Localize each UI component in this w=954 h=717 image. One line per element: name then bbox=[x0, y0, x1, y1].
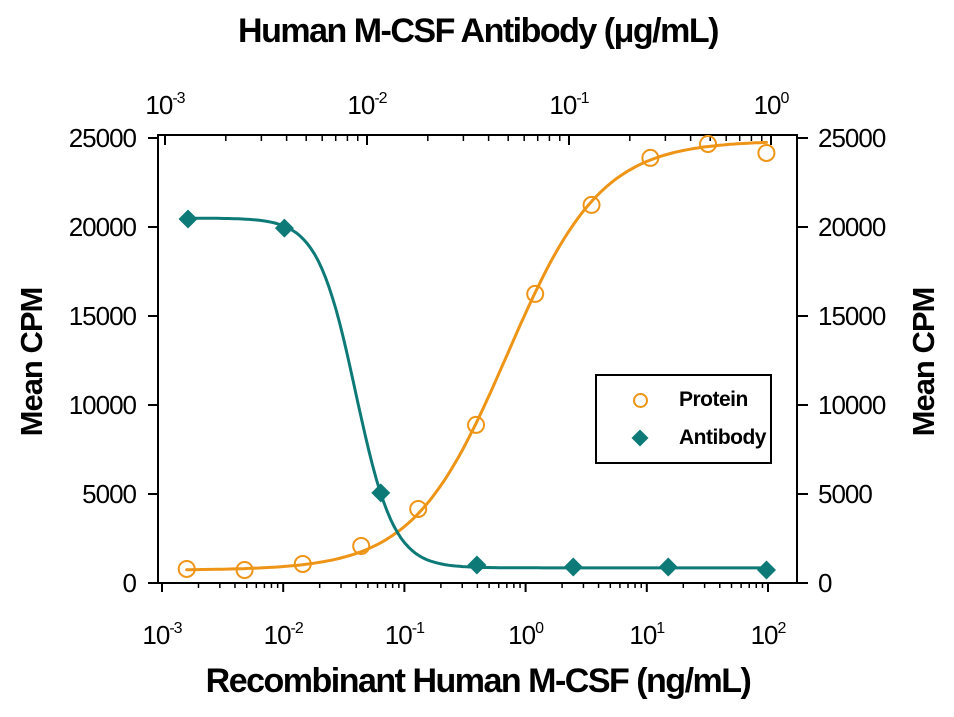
curves bbox=[185, 140, 768, 572]
protein-data-point bbox=[409, 499, 428, 518]
top-axis-tick-label: 100 bbox=[754, 90, 790, 120]
right-axis-tick-label: 20000 bbox=[818, 212, 886, 242]
antibody-data-points bbox=[178, 209, 777, 580]
right-axis-tick-label: 5000 bbox=[818, 479, 872, 509]
antibody-data-point bbox=[274, 218, 294, 238]
protein-data-point bbox=[757, 143, 776, 162]
protein-data-point bbox=[293, 554, 312, 573]
left-axis-ticks bbox=[148, 137, 158, 584]
right-axis-tick-labels: 0 5000 10000 15000 20000 25000 bbox=[818, 123, 887, 598]
legend-label-antibody: Antibody bbox=[679, 425, 766, 449]
protein-data-point bbox=[641, 148, 660, 167]
antibody-data-point bbox=[371, 483, 391, 503]
antibody-data-point bbox=[757, 560, 777, 580]
right-axis-tick-label: 10000 bbox=[818, 390, 886, 420]
bottom-axis-tick-label: 10-3 bbox=[142, 620, 182, 650]
bottom-axis-tick-label: 101 bbox=[629, 620, 665, 650]
left-axis-tick-label: 5000 bbox=[82, 479, 136, 509]
legend-item-protein: Protein bbox=[597, 387, 770, 413]
right-axis-tick-label: 15000 bbox=[818, 301, 886, 331]
left-axis-tick-labels: 0 5000 10000 15000 20000 25000 bbox=[69, 123, 138, 598]
antibody-data-point bbox=[563, 557, 583, 577]
filled-diamond-icon bbox=[631, 429, 649, 447]
top-axis-title: Human M-CSF Antibody (μg/mL) bbox=[238, 12, 719, 50]
bottom-axis-tick-label: 102 bbox=[751, 620, 787, 650]
top-axis-tick-label: 10-1 bbox=[549, 90, 589, 120]
antibody-data-point bbox=[658, 557, 678, 577]
bottom-axis-tick-label: 10-2 bbox=[264, 620, 304, 650]
left-axis-tick-label: 20000 bbox=[69, 212, 137, 242]
bottom-axis-ticks bbox=[161, 583, 769, 592]
right-axis-tick-label: 0 bbox=[818, 568, 832, 598]
bottom-axis-tick-labels: 10-3 10-2 10-1 100 101 102 bbox=[142, 620, 787, 650]
protein-data-point bbox=[582, 195, 601, 214]
plot-border bbox=[157, 134, 798, 584]
antibody-marker-slot bbox=[623, 429, 657, 447]
protein-data-point bbox=[699, 135, 718, 154]
protein-curve bbox=[185, 140, 768, 572]
protein-marker-slot bbox=[623, 392, 657, 408]
protein-data-point bbox=[467, 415, 486, 434]
bottom-axis-tick-label: 100 bbox=[508, 620, 544, 650]
top-axis-tick-labels: 10-3 10-2 10-1 100 bbox=[145, 90, 790, 120]
bottom-axis-title: Recombinant Human M-CSF (ng/mL) bbox=[205, 662, 752, 700]
legend-box: Protein Antibody bbox=[595, 374, 772, 464]
protein-data-point bbox=[352, 536, 371, 555]
protein-data-points bbox=[177, 135, 776, 580]
legend-label-protein: Protein bbox=[679, 388, 748, 412]
right-axis-ticks bbox=[797, 137, 808, 584]
protein-data-point bbox=[177, 559, 196, 578]
left-axis-tick-label: 15000 bbox=[69, 301, 137, 331]
protein-data-point bbox=[235, 561, 254, 580]
antibody-data-point bbox=[178, 209, 198, 229]
right-axis-tick-label: 25000 bbox=[818, 123, 886, 153]
top-axis-tick-label: 10-2 bbox=[347, 90, 387, 120]
antibody-data-point bbox=[467, 555, 487, 575]
protein-data-point bbox=[526, 284, 545, 303]
left-axis-tick-label: 25000 bbox=[69, 123, 137, 153]
left-axis-tick-label: 10000 bbox=[69, 390, 137, 420]
left-axis-tick-label: 0 bbox=[123, 568, 137, 598]
legend-item-antibody: Antibody bbox=[597, 425, 770, 451]
bottom-axis-tick-label: 10-1 bbox=[385, 620, 425, 650]
top-axis-ticks bbox=[164, 135, 772, 145]
top-axis-tick-label: 10-3 bbox=[145, 90, 185, 120]
open-circle-icon bbox=[632, 392, 648, 408]
